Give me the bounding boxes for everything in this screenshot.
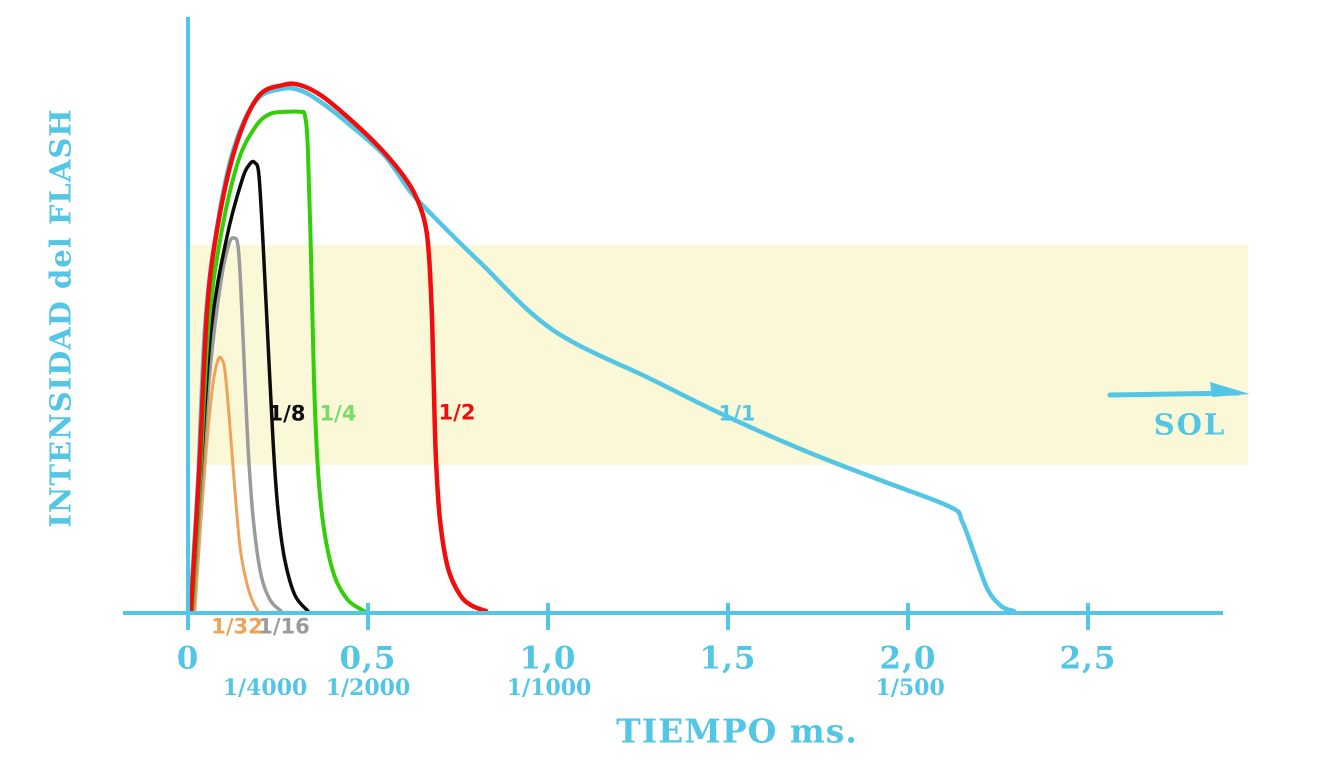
shutter-label-1/1000: 1/1000: [506, 675, 592, 701]
shutter-label-1/2000: 1/2000: [325, 675, 411, 701]
x-axis-title: TIEMPO ms.: [616, 711, 858, 751]
flash-curves: [187, 81, 1017, 614]
y-axis-title: INTENSIDAD del FLASH: [43, 108, 78, 528]
curve-1/4: [190, 109, 366, 613]
curve-1/32: [193, 355, 260, 613]
x-tick-label-0: 0: [176, 640, 200, 677]
curve-label-1/32: 1/32: [211, 614, 263, 639]
curve-1/8: [190, 159, 310, 613]
curve-label-1/4: 1/4: [319, 401, 357, 426]
curve-label-1/2: 1/2: [438, 400, 476, 425]
curve-label-1/16: 1/16: [258, 614, 310, 639]
x-tick-label-1,5: 1,5: [699, 640, 757, 677]
sol-arrow-icon: [1107, 382, 1250, 398]
sol-arrow-head: [1210, 382, 1250, 397]
sun-band-rect: [188, 244, 1248, 465]
axes: [123, 17, 1223, 630]
x-tick-label-0,5: 0,5: [339, 640, 397, 677]
x-tick-label-1,0: 1,0: [519, 640, 577, 677]
curve-label-1/1: 1/1: [718, 401, 756, 426]
curve-1/16: [191, 236, 283, 613]
curve-label-1/8: 1/8: [268, 401, 306, 426]
sol-annotation-label: SOL: [1153, 407, 1227, 442]
shutter-label-1/4000: 1/4000: [222, 675, 308, 701]
curve-1/2: [188, 81, 489, 614]
sun-intensity-band: [188, 244, 1248, 465]
shutter-label-1/500: 1/500: [875, 675, 945, 701]
x-tick-label-2,0: 2,0: [879, 640, 937, 677]
x-tick-label-2,5: 2,5: [1059, 640, 1117, 677]
